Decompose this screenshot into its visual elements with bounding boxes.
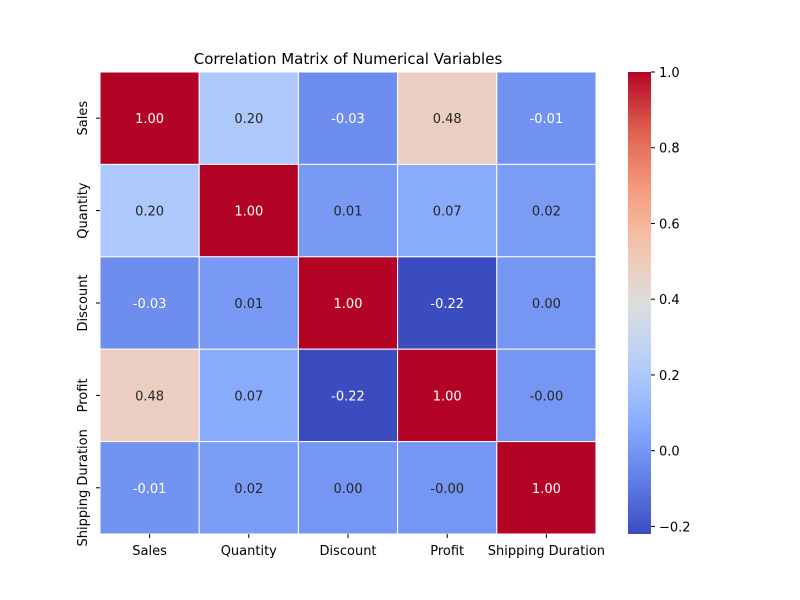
colorbar-tick-label: 0.8	[659, 142, 680, 157]
cell-value-label: -0.22	[430, 297, 464, 312]
cell-value-label: 0.07	[433, 205, 462, 220]
cell-value-label: -0.01	[530, 112, 564, 127]
cell-value-label: 1.00	[433, 389, 462, 404]
y-tick-label: Discount	[76, 274, 91, 331]
cell-value-label: 0.02	[532, 205, 561, 220]
colorbar-gradient	[628, 72, 651, 534]
colorbar-tick-label: 0.0	[659, 445, 680, 460]
cell-value-label: 0.00	[334, 482, 363, 497]
x-tick-label: Sales	[132, 544, 167, 559]
colorbar: −0.2 0.0 0.2 0.4 0.6 0.8 1.0	[628, 66, 691, 535]
heatmap-cell	[297, 71, 399, 165]
heatmap-cell	[99, 441, 200, 535]
heatmap-cell	[198, 256, 299, 350]
cell-value-label: 0.00	[532, 297, 561, 312]
heatmap-cell	[99, 163, 200, 258]
cell-value-label: -0.01	[133, 482, 167, 497]
heatmap-cell	[496, 163, 597, 258]
colorbar-tick-label: 0.2	[659, 369, 680, 384]
x-tick-label: Quantity	[221, 544, 277, 559]
colorbar-tick-label: 0.6	[659, 217, 680, 232]
heatmap-cell	[198, 71, 299, 165]
x-tick-label: Discount	[319, 544, 376, 559]
heatmap-cell	[297, 348, 399, 443]
y-axis: Sales Quantity Discount Profit Shipping Dura…	[76, 101, 100, 546]
colorbar-tick-label: 0.4	[659, 293, 680, 308]
cell-value-label: 0.07	[234, 389, 263, 404]
heatmap-cell	[99, 71, 200, 165]
heatmap-cell	[397, 348, 498, 443]
heatmap-cell	[496, 71, 597, 165]
heatmap-cell	[297, 163, 399, 258]
heatmap-cell	[198, 441, 299, 535]
chart-title: Correlation Matrix of Numerical Variable…	[194, 50, 503, 68]
y-tick-label: Profit	[76, 378, 91, 412]
heatmap-cell	[496, 441, 597, 535]
x-tick-label: Shipping Duration	[488, 544, 605, 559]
cell-value-label: 0.20	[135, 205, 164, 220]
cell-value-label: 0.48	[135, 389, 164, 404]
cell-value-label: 1.00	[135, 112, 164, 127]
cell-value-label: 0.20	[234, 112, 263, 127]
y-tick-label: Quantity	[76, 182, 91, 238]
heatmap-cell	[397, 71, 498, 165]
heatmap-cells: 1.00 0.20 -0.03 0.48 -0.01 0.20 1.00 0.01 0.07 0.…	[99, 71, 597, 535]
cell-value-label: -0.03	[133, 297, 167, 312]
cell-value-label: 0.48	[433, 112, 462, 127]
cell-value-label: 0.02	[234, 482, 263, 497]
y-tick-label: Sales	[76, 101, 91, 136]
colorbar-tick-label: −0.2	[659, 520, 691, 535]
cell-value-label: 1.00	[334, 297, 363, 312]
y-tick-label: Shipping Duration	[76, 429, 91, 546]
heatmap-cell	[297, 441, 399, 535]
colorbar-tick-label: 1.0	[659, 66, 680, 81]
cell-value-label: -0.00	[430, 482, 464, 497]
cell-value-label: -0.03	[331, 112, 365, 127]
cell-value-label: 0.01	[234, 297, 263, 312]
heatmap-cell	[198, 348, 299, 443]
heatmap-cell	[496, 256, 597, 350]
heatmap-cell	[397, 256, 498, 350]
cell-value-label: 0.01	[334, 205, 363, 220]
cell-value-label: -0.22	[331, 389, 365, 404]
cell-value-label: 1.00	[234, 205, 263, 220]
x-axis: Sales Quantity Discount Profit Shipping Dura…	[132, 534, 605, 559]
cell-value-label: 1.00	[532, 482, 561, 497]
heatmap-cell	[297, 256, 399, 350]
heatmap-cell	[496, 348, 597, 443]
cell-value-label: -0.00	[530, 389, 564, 404]
x-tick-label: Profit	[430, 544, 464, 559]
